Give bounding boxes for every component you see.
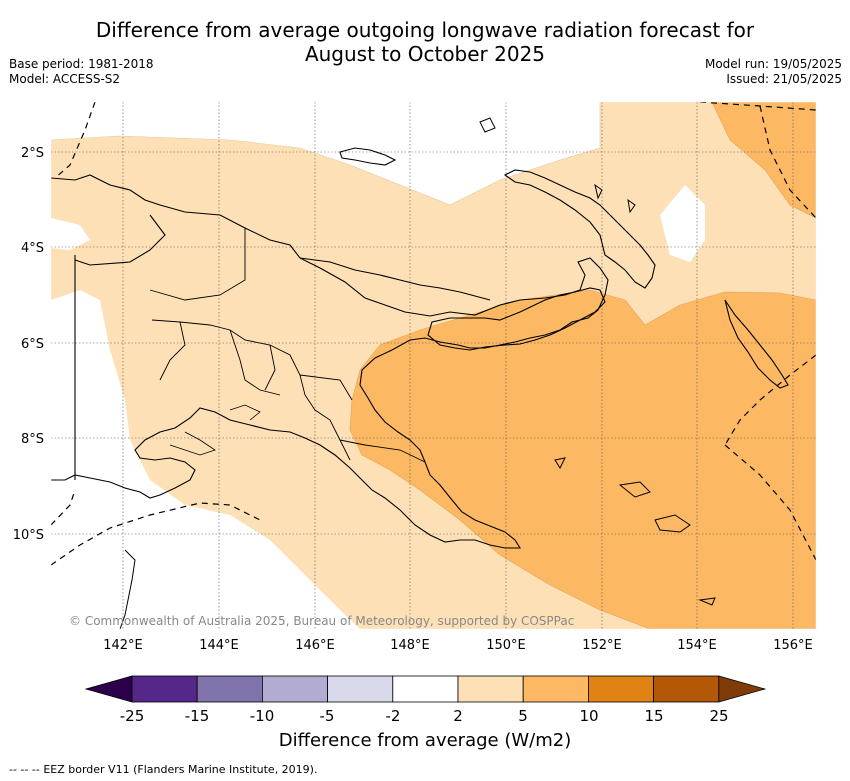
graticule <box>51 102 816 629</box>
lon-label: 150°E <box>486 638 526 653</box>
eez-legend-note: -- -- -- EEZ border V11 (Flanders Marine… <box>9 763 317 776</box>
eez-border-southeast <box>724 444 816 561</box>
colorbar-tick-label: 25 <box>709 707 728 725</box>
colorbar-segment-neg-15-10 <box>196 675 263 703</box>
map-frame <box>50 101 817 630</box>
metadata-left: Base period: 1981-2018 Model: ACCESS-S2 <box>9 57 154 87</box>
longitude-labels: 142°E 144°E 146°E 148°E 150°E 152°E 154°… <box>103 638 813 653</box>
issued-text: Issued: 21/05/2025 <box>726 72 842 86</box>
colorbar-extend-max <box>718 675 767 703</box>
colorbar-title: Difference from average (W/m2) <box>278 730 572 751</box>
coastline-new-guinea <box>51 174 609 549</box>
colorbar-tick-label: 15 <box>644 707 663 725</box>
colorbar-tick-label: 10 <box>579 707 598 725</box>
colorbar-tick-label: -25 <box>120 707 145 725</box>
colorbar-segment-neg-10-5 <box>261 675 328 703</box>
lon-label: 152°E <box>582 638 622 653</box>
lat-label: 8°S <box>21 432 44 447</box>
colorbar-tick-label: 5 <box>518 707 528 725</box>
colorbar-segment-pos-5-10 <box>522 675 589 703</box>
coastline-new-britain <box>427 287 606 351</box>
coastline-cape-york <box>119 549 136 629</box>
lon-label: 144°E <box>199 638 239 653</box>
lon-label: 148°E <box>390 638 430 653</box>
coastline-eastern-islands <box>479 117 716 606</box>
eez-borders <box>51 102 816 566</box>
colorbar-tick-label: 2 <box>453 707 463 725</box>
lon-label: 142°E <box>103 638 143 653</box>
metadata-right: Model run: 19/05/2025 Issued: 21/05/2025 <box>705 57 842 87</box>
lat-label: 10°S <box>13 528 44 543</box>
colorbar: -25 -15 -10 -5 -2 2 5 10 15 25 <box>84 675 767 725</box>
colorbar-extend-min <box>84 675 133 703</box>
title-line-2: August to October 2025 <box>304 42 546 66</box>
colorbar-segment-pos-2-5 <box>457 675 524 703</box>
anomaly-region-5-10 <box>349 289 816 629</box>
colorbar-segment-pos-15-25 <box>653 675 720 703</box>
model-run-text: Model run: 19/05/2025 <box>704 57 842 71</box>
lat-label: 4°S <box>21 241 44 256</box>
base-period-text: Base period: 1981-2018 <box>9 57 154 71</box>
eez-border-west <box>51 489 76 526</box>
title-line-1: Difference from average outgoing longwav… <box>95 18 755 42</box>
coastline-north-coast <box>299 257 491 301</box>
eez-border-east <box>724 354 816 446</box>
copyright-credit: © Commonwealth of Australia 2025, Bureau… <box>69 614 574 628</box>
coastline-new-ireland <box>503 169 656 289</box>
eez-border-southwest <box>51 502 261 566</box>
model-text: Model: ACCESS-S2 <box>9 72 121 86</box>
province-borders <box>149 228 426 463</box>
border-indonesia-png <box>74 214 166 480</box>
lat-label: 2°S <box>21 146 44 161</box>
map-panel: © Commonwealth of Australia 2025, Bureau… <box>13 101 817 653</box>
fly-river-delta <box>169 404 261 456</box>
map-title: Difference from average outgoing longwav… <box>0 18 850 66</box>
colorbar-segment-neg-25-15 <box>131 675 198 703</box>
lon-label: 156°E <box>773 638 813 653</box>
colorbar-tick-label: -15 <box>185 707 210 725</box>
coastline-manus <box>339 147 397 166</box>
eez-border-northwest <box>54 102 96 179</box>
latitude-labels: 2°S 4°S 6°S 8°S 10°S <box>13 146 44 543</box>
eez-line-sample: -- -- -- <box>9 763 40 776</box>
colorbar-segment-pos-10-15 <box>588 675 655 703</box>
lon-label: 146°E <box>295 638 335 653</box>
lat-label: 6°S <box>21 337 44 352</box>
coastline-bougainville <box>724 299 789 389</box>
colorbar-segment-neutral <box>392 675 459 703</box>
eez-border-northeast <box>759 105 816 219</box>
neutral-region-west <box>51 290 360 629</box>
colorbar-tick-label: -2 <box>386 707 401 725</box>
lon-label: 154°E <box>677 638 717 653</box>
eez-legend-text: EEZ border V11 (Flanders Marine Institut… <box>43 763 318 776</box>
colorbar-segment-neg-5-2 <box>327 675 394 703</box>
colorbar-tick-label: -5 <box>320 707 335 725</box>
neutral-region-northwest <box>51 218 90 250</box>
colorbar-tick-label: -10 <box>250 707 275 725</box>
neutral-region-north <box>660 185 705 262</box>
